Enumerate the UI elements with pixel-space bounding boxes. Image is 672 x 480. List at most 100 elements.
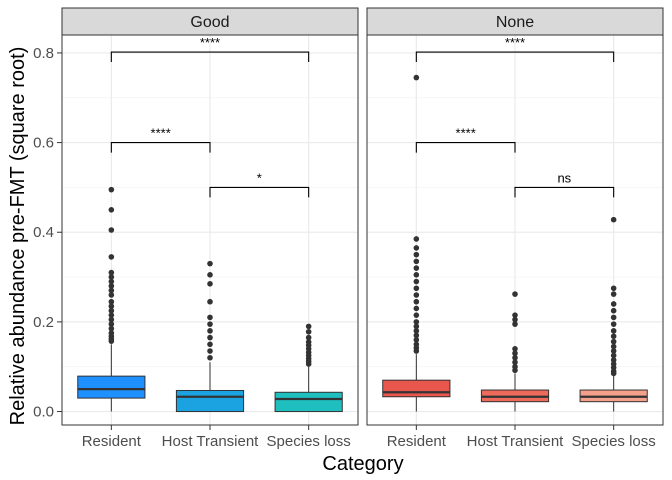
- outlier-point: [108, 283, 115, 289]
- outlier-point: [413, 258, 420, 265]
- outlier-point: [108, 316, 115, 323]
- significance-bracket: *: [209, 170, 310, 198]
- outlier-point: [610, 328, 617, 334]
- outlier-point: [413, 312, 420, 318]
- outlier-point: [610, 333, 617, 340]
- outlier-point: [413, 245, 420, 251]
- outlier-point: [610, 301, 617, 307]
- y-tick-label: 0.0: [33, 404, 54, 421]
- outlier-point: [610, 307, 617, 314]
- outlier-point: [512, 316, 518, 323]
- x-tick-label: Species loss: [572, 433, 656, 450]
- outlier-point: [108, 207, 115, 213]
- outlier-point: [413, 328, 420, 334]
- outlier-point: [207, 354, 213, 361]
- outlier-point: [108, 321, 115, 327]
- outlier-point: [610, 357, 617, 363]
- panel-none: **** **** ns None Resident Host Transient Spec…: [366, 7, 664, 450]
- significance-bracket: ns: [514, 170, 615, 198]
- significance-label: ****: [505, 35, 525, 50]
- bracket-line: [415, 142, 516, 153]
- box-body: [382, 379, 451, 398]
- outlier-point: [108, 325, 115, 332]
- outlier-point: [207, 334, 213, 341]
- outlier-point: [610, 216, 617, 223]
- outlier-point: [512, 359, 518, 366]
- outlier-point: [413, 278, 420, 285]
- significance-bracket: ****: [415, 35, 615, 63]
- outlier-point: [108, 287, 115, 294]
- box-body: [77, 375, 146, 399]
- outlier-point: [305, 334, 312, 341]
- outlier-point: [108, 307, 115, 314]
- outlier-point: [108, 338, 115, 344]
- outlier-point: [512, 354, 518, 361]
- outlier-point: [413, 348, 420, 354]
- x-tick-label: Host Transient: [162, 433, 260, 450]
- outlier-point: [305, 361, 312, 367]
- outlier-point: [207, 328, 213, 334]
- box-species-loss: [579, 216, 648, 412]
- box-body: [175, 389, 245, 413]
- significance-bracket: ****: [110, 126, 211, 153]
- outlier-point: [413, 272, 420, 278]
- y-tick-label: 0.6: [33, 135, 54, 152]
- facet-strip: [366, 7, 664, 36]
- facet-strip: [61, 7, 359, 36]
- significance-label: *: [257, 170, 262, 185]
- outlier-point: [108, 298, 115, 305]
- outlier-point: [207, 298, 213, 305]
- outlier-point: [108, 303, 115, 310]
- outlier-point: [413, 332, 420, 339]
- y-axis-title: Relative abundance pre-FMT (square root): [7, 47, 29, 426]
- outlier-point: [413, 236, 420, 242]
- outlier-point: [207, 341, 213, 348]
- facet-strip-label: Good: [190, 14, 229, 31]
- significance-label: ****: [151, 126, 171, 141]
- outlier-point: [207, 280, 213, 287]
- box-host-transient: [480, 291, 550, 412]
- box-host-transient: [175, 260, 245, 413]
- outlier-point: [108, 269, 115, 276]
- y-tick-label: 0.8: [33, 45, 54, 62]
- bracket-line: [209, 186, 310, 198]
- outlier-point: [413, 305, 420, 312]
- outlier-point: [207, 272, 213, 278]
- outlier-point: [108, 254, 115, 260]
- significance-bracket: ****: [415, 126, 516, 153]
- outlier-point: [610, 343, 617, 350]
- bracket-line: [514, 186, 615, 198]
- box-species-loss: [274, 323, 343, 413]
- significance-label: ns: [557, 170, 571, 185]
- outlier-point: [305, 323, 312, 330]
- outlier-point: [512, 350, 518, 357]
- outlier-point: [108, 274, 115, 280]
- outlier-point: [512, 312, 518, 318]
- bracket-line: [415, 51, 615, 63]
- bracket-line: [110, 142, 211, 153]
- outlier-point: [610, 338, 617, 345]
- outlier-point: [610, 321, 617, 327]
- outlier-point: [305, 328, 312, 335]
- outlier-point: [610, 314, 617, 321]
- outlier-point: [512, 321, 518, 327]
- x-tick-label: Resident: [82, 433, 142, 450]
- outlier-point: [207, 314, 213, 321]
- box-resident: [77, 186, 146, 412]
- outlier-point: [108, 292, 115, 298]
- outlier-point: [413, 251, 420, 258]
- outlier-point: [610, 285, 617, 292]
- outlier-point: [610, 352, 617, 359]
- outlier-point: [512, 367, 518, 374]
- significance-label: ****: [456, 126, 476, 141]
- x-tick-label: Host Transient: [467, 433, 565, 450]
- x-tick-label: Species loss: [267, 433, 351, 450]
- outlier-point: [108, 312, 115, 318]
- significance-bracket: ****: [110, 35, 310, 63]
- outlier-point: [610, 370, 617, 377]
- box-body: [274, 391, 343, 413]
- outlier-point: [610, 348, 617, 354]
- x-axis-title: Category: [322, 453, 403, 475]
- facet-strip-label: None: [496, 14, 534, 31]
